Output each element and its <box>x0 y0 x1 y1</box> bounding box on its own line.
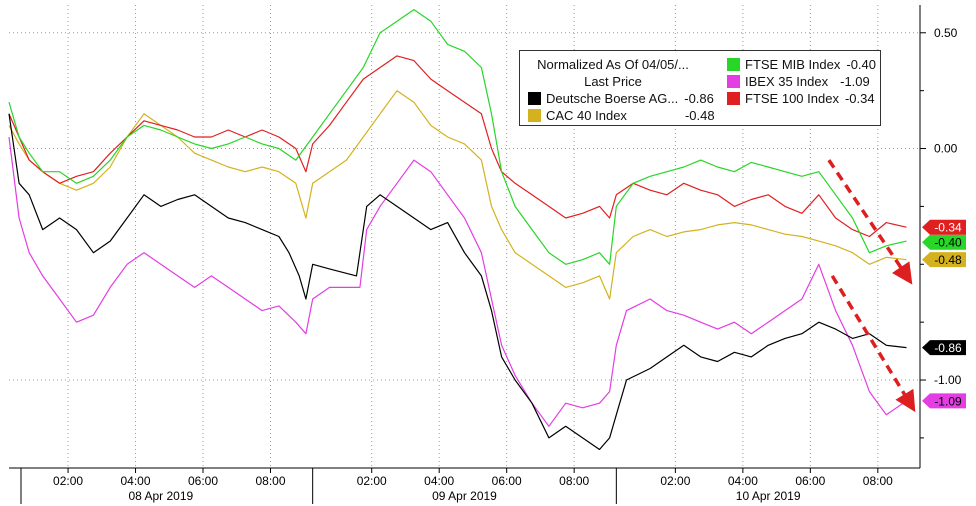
last-value-label: -0.40 <box>922 234 966 250</box>
series-line <box>8 90 907 300</box>
legend-series-name: IBEX 35 Index <box>745 74 829 89</box>
trend-arrow <box>827 159 913 285</box>
x-tick-label: 04:00 <box>728 474 758 488</box>
legend-swatch <box>528 109 541 122</box>
legend-item-deutsche-boerse: Deutsche Boerse AG... -0.86 <box>528 90 714 107</box>
last-value-tag <box>922 340 966 356</box>
last-value-labels: -0.86 -0.48 -0.40 -1.09 -0.34 <box>922 219 966 409</box>
last-value-label: -1.09 <box>922 393 966 409</box>
last-value-label: -0.86 <box>922 340 966 356</box>
y-axis: 0.50 0.00 -1.00 <box>919 5 962 468</box>
legend-title: Normalized As Of 04/05/... <box>537 57 689 72</box>
series-line <box>8 55 907 238</box>
legend-subtitle: Last Price <box>584 74 642 89</box>
x-tick-label: 08:00 <box>255 474 285 488</box>
x-tick-label: 06:00 <box>492 474 522 488</box>
x-tick-label: 06:00 <box>188 474 218 488</box>
last-value-text: -0.34 <box>934 221 962 235</box>
legend-item-ftse-mib: FTSE MIB Index -0.40 <box>727 56 876 73</box>
x-tick-label: 04:00 <box>121 474 151 488</box>
series-line <box>8 113 907 451</box>
legend-series-name: FTSE 100 Index <box>745 91 839 106</box>
y-tick-label: -1.00 <box>934 373 962 387</box>
legend-series-name: FTSE MIB Index <box>745 57 841 72</box>
trend-arrow <box>830 274 916 413</box>
last-value-tag <box>922 234 966 250</box>
legend-swatch <box>727 92 740 105</box>
x-tick-label: 08:00 <box>559 474 589 488</box>
last-value-tag <box>922 393 966 409</box>
last-value-text: -0.40 <box>934 236 962 250</box>
legend-swatch <box>727 75 740 88</box>
series-lines <box>8 9 907 451</box>
series-line <box>8 9 907 265</box>
last-value-label: -0.34 <box>922 219 966 235</box>
legend-series-name: Deutsche Boerse AG... <box>546 91 679 106</box>
annotations <box>827 159 916 413</box>
last-value-text: -1.09 <box>934 394 962 408</box>
legend-series-value: -0.40 <box>846 57 877 72</box>
x-tick-label: 02:00 <box>53 474 83 488</box>
legend-series-value: -1.09 <box>840 74 870 89</box>
legend-series-value: -0.86 <box>684 91 714 106</box>
y-tick-label: 0.00 <box>934 142 958 156</box>
y-tick-label: 0.50 <box>934 26 958 40</box>
legend-header: Normalized As Of 04/05/... Last Price <box>528 56 698 90</box>
last-value-text: -0.86 <box>934 341 962 355</box>
legend-series-name: CAC 40 Index <box>546 108 627 123</box>
legend-item-ibex35: IBEX 35 Index -1.09 <box>727 73 870 90</box>
legend-series-value: -0.48 <box>684 108 715 123</box>
x-tick-label: 02:00 <box>357 474 387 488</box>
day-label: 08 Apr 2019 <box>128 489 193 503</box>
day-label: 09 Apr 2019 <box>432 489 497 503</box>
legend-swatch <box>727 58 740 71</box>
legend-series-value: -0.34 <box>844 91 875 106</box>
x-axis: 02:00 04:00 06:00 08:00 02:00 04:00 06:00 08:00… <box>9 467 920 504</box>
day-label: 10 Apr 2019 <box>736 489 801 503</box>
legend-item-cac40: CAC 40 Index -0.48 <box>528 107 715 124</box>
series-line <box>8 136 907 427</box>
last-value-text: -0.48 <box>934 253 962 267</box>
x-tick-label: 02:00 <box>660 474 690 488</box>
legend: Normalized As Of 04/05/... Last Price De… <box>519 50 881 126</box>
x-tick-label: 04:00 <box>424 474 454 488</box>
last-value-tag <box>922 219 966 235</box>
last-value-label: -0.48 <box>922 252 966 268</box>
legend-item-ftse100: FTSE 100 Index -0.34 <box>727 90 875 107</box>
x-tick-label: 06:00 <box>795 474 825 488</box>
legend-swatch <box>528 92 541 105</box>
last-value-tag <box>922 252 966 268</box>
x-tick-label: 08:00 <box>863 474 893 488</box>
